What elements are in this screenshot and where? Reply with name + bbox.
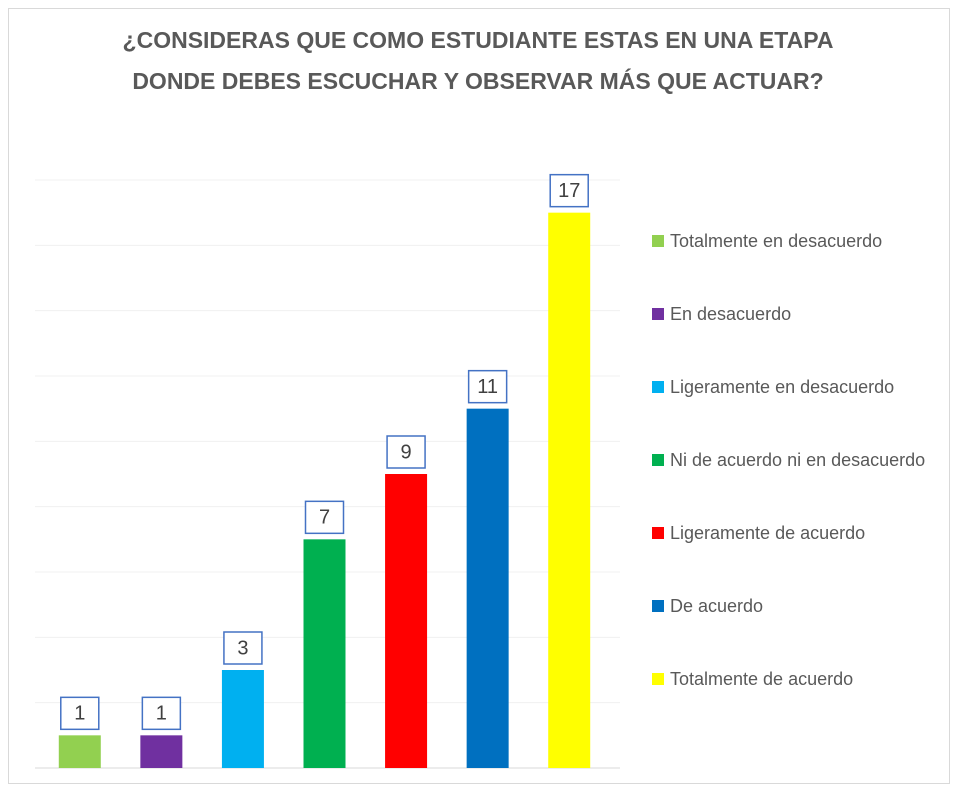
legend-item: Totalmente en desacuerdo — [652, 229, 932, 253]
legend-swatch — [652, 308, 664, 320]
legend-item: De acuerdo — [652, 594, 932, 618]
data-label: 1 — [156, 703, 167, 725]
legend-label: Totalmente en desacuerdo — [670, 231, 883, 251]
data-label: 7 — [319, 507, 330, 529]
legend-item: Ligeramente de acuerdo — [652, 521, 932, 545]
legend-label: Ligeramente en desacuerdo — [670, 377, 895, 397]
bar — [466, 408, 509, 768]
data-label-box — [386, 435, 426, 469]
legend-item: Ligeramente en desacuerdo — [652, 375, 932, 399]
data-label-box — [60, 696, 100, 731]
legend-label: Totalmente de acuerdo — [670, 669, 854, 689]
data-label-box — [549, 173, 589, 208]
data-label-box — [223, 631, 263, 665]
legend-label: Ligeramente de acuerdo — [670, 523, 866, 543]
data-label: 1 — [74, 703, 85, 725]
legend-item: En desacuerdo — [652, 302, 932, 326]
data-label-box — [141, 696, 182, 731]
data-label-box — [304, 500, 345, 535]
legend-label: En desacuerdo — [670, 304, 792, 324]
data-label: 9 — [401, 441, 412, 463]
bar — [221, 670, 264, 768]
legend-item: Ni de acuerdo ni en desacuerdo — [652, 448, 932, 472]
bar — [548, 212, 591, 768]
legend-swatch — [652, 600, 664, 612]
bar — [58, 735, 101, 768]
legend-item: Totalmente de acuerdo — [652, 667, 932, 691]
data-label: 17 — [558, 180, 580, 202]
legend-swatch — [652, 527, 664, 539]
legend-swatch — [652, 673, 664, 685]
bar — [140, 735, 183, 768]
legend-swatch — [652, 381, 664, 393]
data-label: 3 — [237, 637, 248, 659]
data-label-box — [467, 369, 508, 404]
legend-swatch — [652, 235, 664, 247]
chart-title: ¿CONSIDERAS QUE COMO ESTUDIANTE ESTAS EN… — [122, 27, 834, 94]
bar — [385, 474, 428, 768]
bar — [303, 539, 346, 768]
data-label: 11 — [477, 376, 498, 398]
legend-label: Ni de acuerdo ni en desacuerdo — [670, 450, 926, 470]
legend-label: De acuerdo — [670, 596, 764, 616]
chart-frame — [8, 8, 950, 784]
legend-swatch — [652, 454, 664, 466]
